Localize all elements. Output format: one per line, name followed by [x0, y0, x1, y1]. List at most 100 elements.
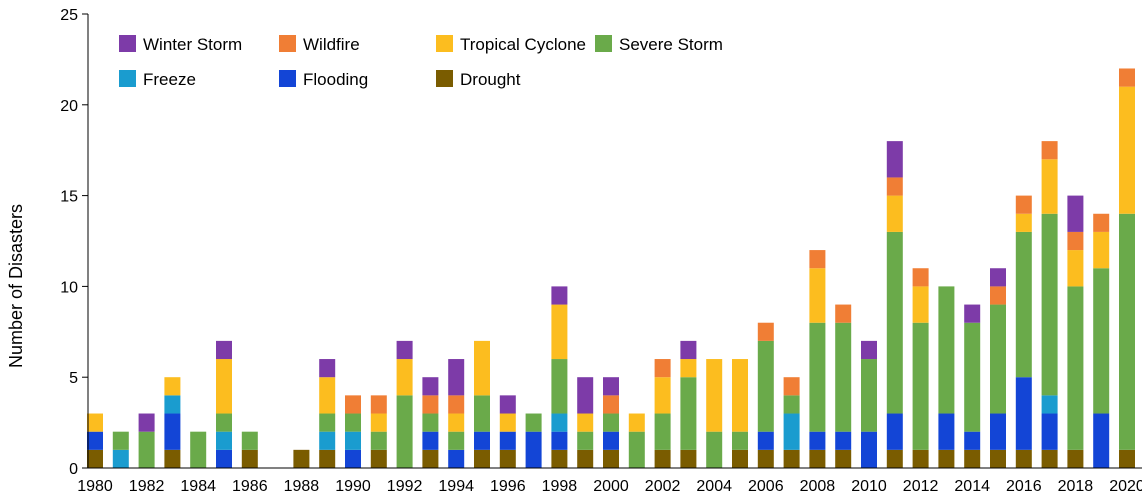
bar-2008-tropical-cyclone: [809, 268, 826, 323]
axes-group: 0 5 10 15 20 25 1980 1982 1984 1986 1988 1990 1992 19…: [60, 7, 1142, 495]
bar-2019-tropical-cyclone: [1093, 231, 1110, 269]
bar-1994-tropical-cyclone: [448, 413, 465, 432]
bar-2012-drought: [912, 449, 929, 468]
bar-2009-flooding: [835, 431, 852, 450]
bar-2009-severe-storm: [835, 322, 852, 432]
bar-1985-tropical-cyclone: [216, 359, 232, 414]
bar-1995-tropical-cyclone: [474, 340, 490, 396]
x-tick-label: 1988: [284, 478, 320, 495]
bar-2004-severe-storm: [706, 431, 723, 468]
bar-2019-severe-storm: [1093, 268, 1110, 414]
bar-1998-drought: [551, 449, 568, 468]
bar-1999-tropical-cyclone: [577, 413, 594, 432]
bar-2014-flooding: [964, 431, 981, 450]
bar-2006-flooding: [757, 431, 774, 450]
bar-2003-severe-storm: [680, 377, 697, 450]
bar-1999-winter-storm: [577, 377, 594, 414]
legend-label-freeze: Freeze: [143, 70, 196, 89]
y-tick-label: 15: [60, 189, 78, 206]
bar-2005-severe-storm: [732, 431, 748, 450]
bar-2011-drought: [886, 449, 903, 468]
legend-label-wildfire: Wildfire: [303, 35, 360, 54]
y-tick-label: 5: [69, 370, 78, 387]
bar-2002-tropical-cyclone: [654, 377, 671, 414]
bar-2012-wildfire: [912, 268, 929, 287]
bar-2010-severe-storm: [861, 359, 877, 432]
bar-1989-severe-storm: [319, 413, 336, 432]
legend-label-severe-storm: Severe Storm: [619, 35, 723, 54]
x-tick-label: 1992: [387, 478, 423, 495]
bar-2000-winter-storm: [603, 377, 619, 396]
bar-2015-winter-storm: [990, 268, 1006, 287]
bar-2016-tropical-cyclone: [1015, 213, 1032, 232]
bar-1995-severe-storm: [474, 395, 490, 432]
bar-1981-severe-storm: [112, 431, 129, 450]
bar-1983-drought: [164, 449, 181, 468]
bar-2019-wildfire: [1093, 213, 1110, 232]
legend-swatch-wildfire: [279, 35, 296, 52]
bar-2011-tropical-cyclone: [886, 195, 903, 232]
bar-2011-wildfire: [886, 177, 903, 196]
bar-2004-tropical-cyclone: [706, 359, 723, 432]
bar-1996-flooding: [499, 431, 516, 450]
x-tick-label: 2010: [851, 478, 887, 495]
bar-2015-wildfire: [990, 286, 1006, 305]
bar-1996-tropical-cyclone: [499, 413, 516, 432]
bar-1998-winter-storm: [551, 286, 568, 305]
bar-2008-drought: [809, 449, 826, 468]
bar-2006-drought: [757, 449, 774, 468]
bar-2017-drought: [1041, 449, 1058, 468]
bar-2006-wildfire: [757, 322, 774, 341]
x-tick-label: 1980: [77, 478, 113, 495]
legend-label-flooding: Flooding: [303, 70, 368, 89]
legend-swatch-drought: [436, 70, 453, 87]
y-tick-label: 10: [60, 279, 78, 296]
bar-2005-drought: [732, 449, 748, 468]
bar-2017-wildfire: [1041, 141, 1058, 160]
bar-1986-severe-storm: [241, 431, 258, 450]
bar-2009-drought: [835, 449, 852, 468]
x-tick-label: 2004: [696, 478, 732, 495]
x-tick-label: 2012: [903, 478, 939, 495]
bar-1995-flooding: [474, 431, 490, 450]
bar-2018-severe-storm: [1067, 286, 1084, 450]
bar-1983-freeze: [164, 395, 181, 414]
bar-2007-severe-storm: [783, 395, 800, 414]
bar-2002-wildfire: [654, 359, 671, 378]
bar-2008-flooding: [809, 431, 826, 450]
bar-1989-winter-storm: [319, 359, 336, 378]
bar-2014-winter-storm: [964, 304, 981, 323]
legend-swatch-winter-storm: [119, 35, 136, 52]
bar-1985-winter-storm: [216, 340, 232, 360]
bar-1981-freeze: [112, 449, 129, 468]
y-tick-label: 0: [69, 461, 78, 478]
x-tick-label: 1986: [232, 478, 268, 495]
bar-1989-drought: [319, 449, 336, 468]
x-tick-label: 2000: [593, 478, 629, 495]
bar-2000-drought: [603, 449, 619, 468]
bar-1984-severe-storm: [190, 431, 207, 468]
bar-2016-wildfire: [1015, 195, 1032, 214]
x-tick-label: 2020: [1109, 478, 1142, 495]
bar-2014-drought: [964, 449, 981, 468]
bar-1982-severe-storm: [138, 431, 155, 468]
bar-2003-drought: [680, 449, 697, 468]
bar-1999-severe-storm: [577, 431, 594, 450]
bar-1991-wildfire: [370, 395, 387, 414]
bar-2017-flooding: [1041, 413, 1058, 450]
legend-swatch-flooding: [279, 70, 296, 87]
bar-1990-flooding: [345, 449, 361, 468]
bar-2018-drought: [1067, 449, 1084, 468]
bar-2005-tropical-cyclone: [732, 359, 748, 432]
bar-2000-wildfire: [603, 395, 619, 414]
bar-1996-winter-storm: [499, 395, 516, 414]
bar-2008-wildfire: [809, 250, 826, 269]
legend: Winter Storm Wildfire Tropical Cyclone Seve…: [119, 35, 723, 89]
bar-2012-severe-storm: [912, 322, 929, 450]
bar-2001-severe-storm: [628, 431, 645, 468]
x-tick-label: 2018: [1058, 478, 1094, 495]
bar-2003-tropical-cyclone: [680, 359, 697, 378]
bar-1980-drought: [87, 449, 103, 468]
bar-1990-wildfire: [345, 395, 361, 414]
